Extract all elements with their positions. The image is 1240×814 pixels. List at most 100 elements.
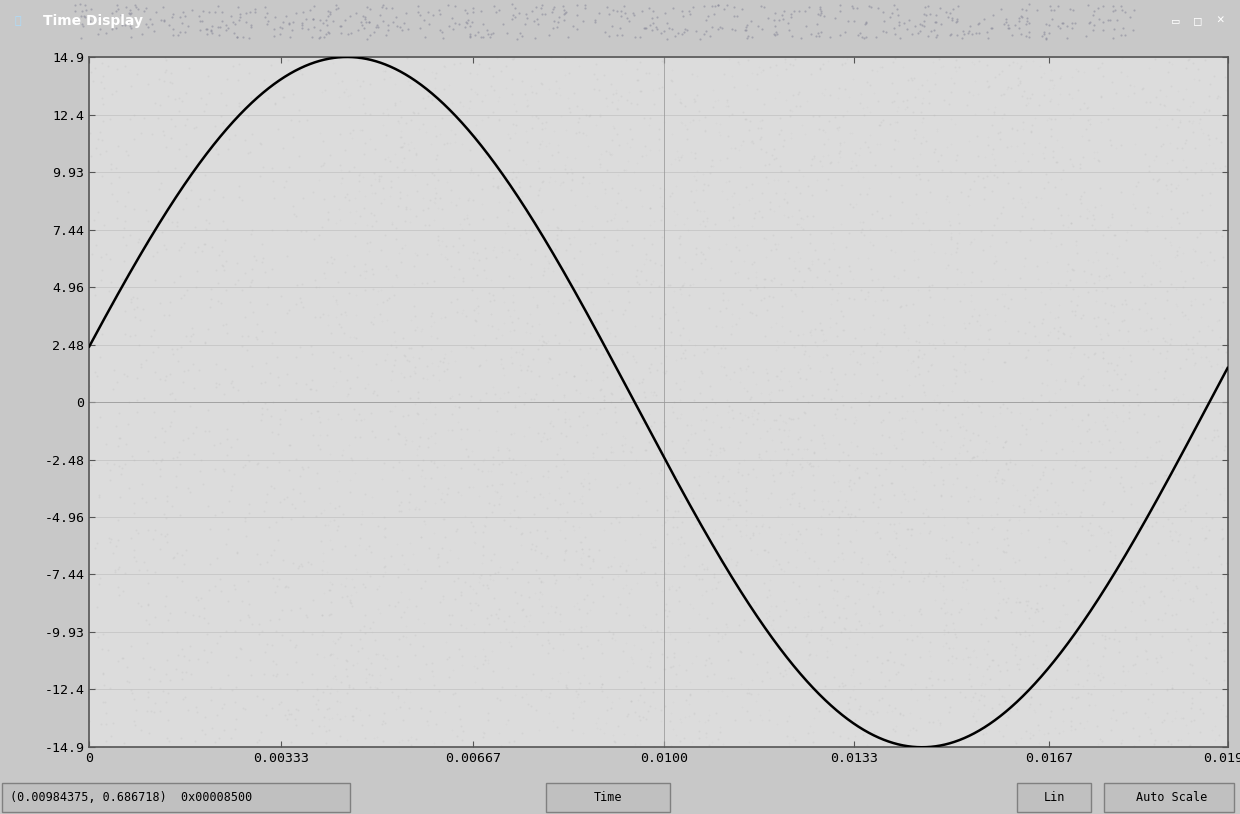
Point [469,423,489,436]
Point [978,81,998,94]
Point [751,293,771,306]
Point [263,396,283,409]
Point [170,269,190,282]
Point [1176,160,1195,173]
Point [1133,566,1153,579]
Point [134,392,154,405]
Point [971,225,991,238]
Point [963,232,983,245]
Point [472,657,492,670]
Point [827,584,847,597]
Point [360,668,379,681]
Point [1202,452,1221,465]
Point [997,82,1017,95]
Point [470,570,490,583]
Point [236,267,255,280]
Point [346,309,366,322]
Point [600,445,620,458]
Point [608,101,627,114]
Point [946,335,966,348]
Point [852,222,872,235]
Point [387,270,407,283]
Point [666,353,686,366]
Point [1070,437,1090,450]
Point [1199,523,1219,536]
Point [532,116,552,129]
FancyBboxPatch shape [546,783,670,812]
Point [254,667,274,680]
Point [847,439,867,452]
Point [722,190,742,203]
Point [961,294,981,307]
Point [983,707,1003,720]
Point [815,436,835,449]
Point [552,109,572,122]
Point [781,131,801,144]
Point [376,260,396,273]
Point [833,680,853,693]
Point [526,109,546,122]
Point [930,576,950,589]
Point [963,483,983,496]
Point [915,455,935,468]
Point [238,575,258,588]
Point [1183,242,1203,255]
Point [967,333,987,346]
Point [508,312,528,325]
Point [1203,511,1223,524]
Point [997,457,1017,470]
Point [1128,729,1148,742]
Point [978,346,998,359]
Point [1141,727,1161,740]
Point [854,627,874,640]
Point [1016,350,1035,363]
Point [361,207,381,220]
Point [88,631,108,644]
Point [573,406,593,419]
Point [766,243,786,256]
Point [588,740,608,753]
Point [835,413,854,426]
Point [1116,297,1136,310]
Point [794,501,813,514]
Point [1176,576,1195,589]
Point [475,151,495,164]
Point [656,567,676,580]
Point [1182,117,1202,130]
Point [1004,555,1024,568]
Point [522,224,542,237]
Point [1078,286,1097,299]
Point [936,552,956,565]
Point [1061,715,1081,728]
Point [839,702,859,716]
Point [117,144,136,157]
Point [976,453,996,466]
Point [399,342,419,355]
Point [934,334,954,347]
Point [373,530,393,543]
Point [1187,457,1207,470]
Point [926,569,946,582]
Point [963,450,983,463]
Point [629,694,649,707]
Point [394,370,414,383]
Point [790,363,810,376]
Point [556,68,575,81]
Point [1192,204,1211,217]
Point [781,231,801,244]
Point [210,248,229,261]
Point [913,111,932,124]
Point [775,642,795,655]
Point [484,69,503,82]
Point [939,457,959,470]
Point [792,451,812,464]
Point [1004,458,1024,471]
Point [593,589,613,602]
Point [215,263,234,276]
Point [715,176,735,189]
Point [1112,733,1132,746]
Point [776,715,796,728]
Point [680,687,699,700]
Point [998,591,1018,604]
Point [1112,297,1132,310]
